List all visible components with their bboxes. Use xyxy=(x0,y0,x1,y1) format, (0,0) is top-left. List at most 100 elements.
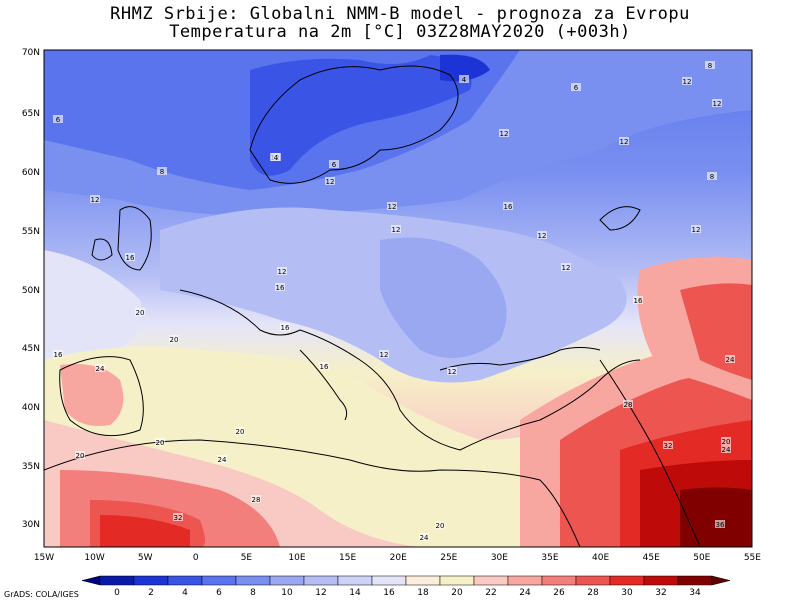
contour-label: 12 xyxy=(620,138,629,146)
colorbar-label: 30 xyxy=(621,588,633,598)
colorbar-swatch xyxy=(99,575,135,586)
longitude-label: 25E xyxy=(440,553,457,563)
colorbar-label: 10 xyxy=(281,588,293,598)
colorbar-swatch xyxy=(575,575,611,586)
latitude-label: 40N xyxy=(22,403,40,413)
map-frame xyxy=(43,49,753,548)
contour-label: 16 xyxy=(320,363,329,371)
colorbar-label: 2 xyxy=(148,588,154,598)
contour-label: 24 xyxy=(218,456,227,464)
contour-label: 12 xyxy=(538,232,547,240)
longitude-axis: 15W 10W 5W 0 5E 10E 15E 20E 25E 30E 35E 40E 45E 50E 55… xyxy=(34,553,761,563)
contour-label: 12 xyxy=(388,203,397,211)
longitude-label: 40E xyxy=(592,553,609,563)
contour-label: 12 xyxy=(392,226,401,234)
contour-labels: 4 6 8 12 12 12 12 6 12 12 12 12 8 12 16 12 12 12 16 16 12 16 1… xyxy=(53,61,735,542)
contour-label: 20 xyxy=(236,428,245,436)
temperature-field xyxy=(44,50,752,547)
latitude-axis: 70N 65N 60N 55N 50N 45N 40N 35N 30N xyxy=(22,48,40,530)
contour-label: 4 xyxy=(274,154,279,162)
contour-label: 16 xyxy=(276,284,285,292)
contour-label: 24 xyxy=(722,446,731,454)
colorbar-label: 34 xyxy=(689,588,701,598)
contour-label: 6 xyxy=(332,161,337,169)
latitude-label: 55N xyxy=(22,227,40,237)
colorbar-swatch xyxy=(473,575,509,586)
contour-label: 12 xyxy=(562,264,571,272)
contour-label: 8 xyxy=(160,168,164,176)
contour-label: 16 xyxy=(504,203,513,211)
contour-label: 12 xyxy=(448,368,457,376)
contour-label: 12 xyxy=(91,196,100,204)
contour-label: 20 xyxy=(722,438,731,446)
latitude-label: 30N xyxy=(22,520,40,530)
colorbar-label: 4 xyxy=(182,588,188,598)
contour-label: 24 xyxy=(420,534,429,542)
contour-label: 4 xyxy=(462,76,467,84)
colorbar-label: 24 xyxy=(519,588,531,598)
colorbar-swatch xyxy=(609,575,645,586)
contour-label: 12 xyxy=(500,130,509,138)
colorbar-swatch xyxy=(371,575,407,586)
contour-label: 12 xyxy=(326,178,335,186)
contour-label: 12 xyxy=(713,100,722,108)
contour-label: 24 xyxy=(726,356,735,364)
contour-label: 12 xyxy=(692,226,701,234)
colorbar-swatch xyxy=(507,575,543,586)
contour-label: 6 xyxy=(574,84,579,92)
map-title: RHMZ Srbije: Globalni NMM-B model - prog… xyxy=(110,4,690,24)
colorbar-swatch xyxy=(439,575,475,586)
contour-label: 28 xyxy=(624,401,633,409)
contour-label: 20 xyxy=(76,452,85,460)
colorbar-label: 32 xyxy=(655,588,666,598)
colorbar-arrow-high xyxy=(711,575,731,586)
colorbar-swatch xyxy=(643,575,679,586)
colorbar-swatch xyxy=(303,575,339,586)
map-subtitle: Temperatura na 2m [°C] 03Z28MAY2020 (+00… xyxy=(169,22,631,42)
contour-label: 16 xyxy=(634,297,643,305)
contour-label: 6 xyxy=(56,116,61,124)
grads-credit: GrADS: COLA/IGES xyxy=(4,590,79,599)
contour-label: 12 xyxy=(278,268,287,276)
longitude-label: 55E xyxy=(744,553,761,563)
colorbar-swatch xyxy=(337,575,373,586)
latitude-label: 45N xyxy=(22,344,40,354)
latitude-label: 50N xyxy=(22,286,40,296)
colorbar-label: 22 xyxy=(485,588,496,598)
colorbar-swatch xyxy=(677,575,713,586)
contour-label: 32 xyxy=(174,514,183,522)
longitude-label: 10E xyxy=(288,553,305,563)
contour-label: 28 xyxy=(252,496,261,504)
contour-label: 16 xyxy=(126,254,135,262)
latitude-label: 70N xyxy=(22,48,40,58)
colorbar-swatch xyxy=(405,575,441,586)
colorbar-label: 14 xyxy=(349,588,361,598)
contour-label: 32 xyxy=(664,442,673,450)
colorbar-label: 26 xyxy=(553,588,565,598)
contour-label: 8 xyxy=(710,173,714,181)
contour-label: 20 xyxy=(436,522,445,530)
contour-label: 20 xyxy=(170,336,179,344)
latitude-label: 60N xyxy=(22,168,40,178)
contour-label: 24 xyxy=(96,365,105,373)
colorbar-swatch xyxy=(201,575,237,586)
colorbar-label: 6 xyxy=(216,588,222,598)
contour-label: 12 xyxy=(380,351,389,359)
longitude-label: 35E xyxy=(541,553,558,563)
longitude-label: 30E xyxy=(491,553,508,563)
colorbar-swatch xyxy=(541,575,577,586)
colorbar-label: 20 xyxy=(451,588,463,598)
colorbar-label: 0 xyxy=(114,588,120,598)
contour-label: 16 xyxy=(281,324,290,332)
colorbar-swatch xyxy=(133,575,169,586)
contour-label: 36 xyxy=(716,521,725,529)
colorbar-label: 16 xyxy=(383,588,395,598)
longitude-label: 10W xyxy=(84,553,104,563)
longitude-label: 15W xyxy=(34,553,54,563)
colorbar: 0 2 4 6 8 10 12 14 16 18 20 22 24 26 28 30 32 34 xyxy=(81,575,731,598)
colorbar-swatch xyxy=(235,575,271,586)
contour-label: 20 xyxy=(136,309,145,317)
longitude-label: 50E xyxy=(693,553,710,563)
longitude-label: 5E xyxy=(241,553,253,563)
contour-label: 20 xyxy=(156,439,165,447)
